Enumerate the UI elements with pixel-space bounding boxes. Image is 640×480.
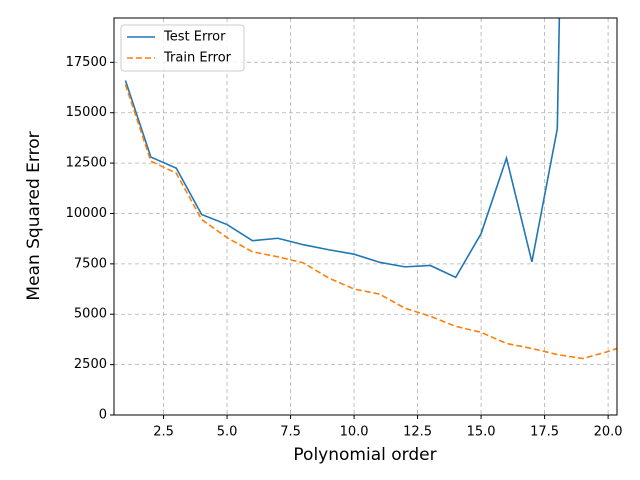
y-tick-label: 17500	[66, 55, 107, 70]
y-tick-label: 12500	[66, 156, 107, 171]
y-tick-label: 2500	[74, 357, 107, 372]
y-tick-label: 5000	[74, 307, 107, 322]
y-axis-label: Mean Squared Error	[24, 131, 44, 300]
legend-label: Train Error	[163, 51, 232, 66]
x-axis-label: Polynomial order	[293, 445, 436, 465]
x-tick-label: 7.5	[280, 425, 301, 440]
x-tick-label: 17.5	[530, 425, 559, 440]
x-tick-label: 2.5	[153, 425, 174, 440]
y-tick-label: 7500	[74, 256, 107, 271]
y-tick-label: 15000	[66, 105, 107, 120]
series-line	[124, 18, 561, 279]
y-tick-label: 0	[99, 408, 107, 423]
plot-frame	[113, 17, 618, 416]
series-line	[124, 84, 617, 360]
x-tick-label: 15.0	[467, 425, 496, 440]
y-tick-label: 10000	[66, 206, 107, 221]
x-tick-label: 12.5	[403, 425, 432, 440]
x-tick-label: 10.0	[340, 425, 369, 440]
x-tick-label: 5.0	[217, 425, 238, 440]
legend-label: Test Error	[163, 30, 226, 45]
x-tick-label: 20.0	[594, 425, 623, 440]
